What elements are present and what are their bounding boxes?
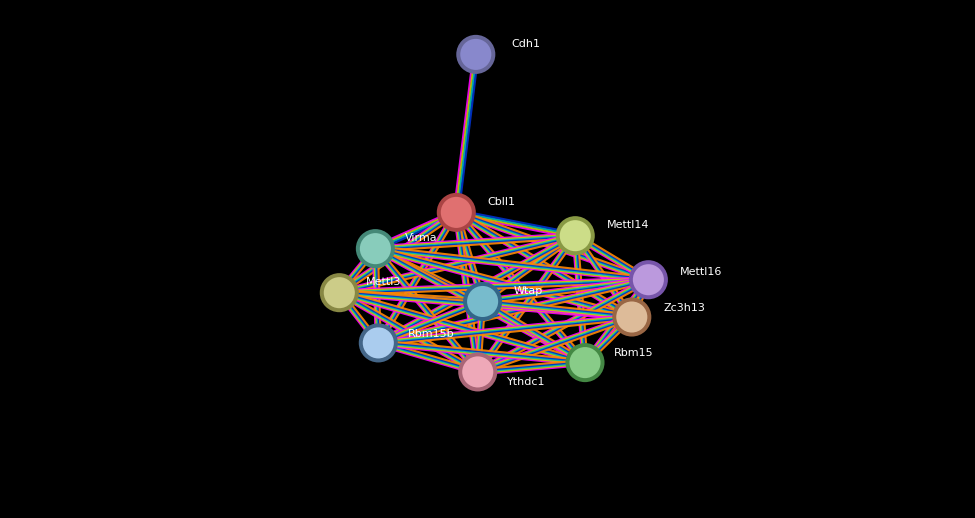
Circle shape: [612, 297, 651, 337]
Text: Cbll1: Cbll1: [488, 197, 516, 207]
Circle shape: [456, 35, 495, 74]
Text: Ythdc1: Ythdc1: [507, 377, 545, 387]
Circle shape: [462, 356, 493, 387]
Circle shape: [437, 193, 476, 232]
Circle shape: [363, 327, 394, 358]
Text: Rbm15b: Rbm15b: [408, 329, 454, 339]
Circle shape: [356, 229, 395, 268]
Circle shape: [616, 301, 647, 333]
Text: Cdh1: Cdh1: [512, 39, 541, 49]
Circle shape: [320, 273, 359, 312]
Circle shape: [633, 264, 664, 295]
Text: Wtap: Wtap: [514, 286, 543, 296]
Circle shape: [463, 282, 502, 321]
Text: Virma: Virma: [405, 233, 437, 243]
Circle shape: [324, 277, 355, 308]
Text: Mettl14: Mettl14: [606, 220, 649, 231]
Circle shape: [359, 323, 398, 363]
Circle shape: [460, 39, 491, 70]
Circle shape: [556, 216, 595, 255]
Text: Mettl3: Mettl3: [366, 277, 401, 287]
Circle shape: [458, 352, 497, 392]
Text: Mettl16: Mettl16: [680, 267, 722, 277]
Circle shape: [569, 347, 601, 378]
Circle shape: [566, 343, 604, 382]
Circle shape: [441, 197, 472, 228]
Text: Rbm15: Rbm15: [614, 348, 654, 358]
Circle shape: [360, 233, 391, 264]
Circle shape: [629, 260, 668, 299]
Circle shape: [467, 286, 498, 317]
Text: Zc3h13: Zc3h13: [663, 303, 705, 313]
Circle shape: [560, 220, 591, 251]
